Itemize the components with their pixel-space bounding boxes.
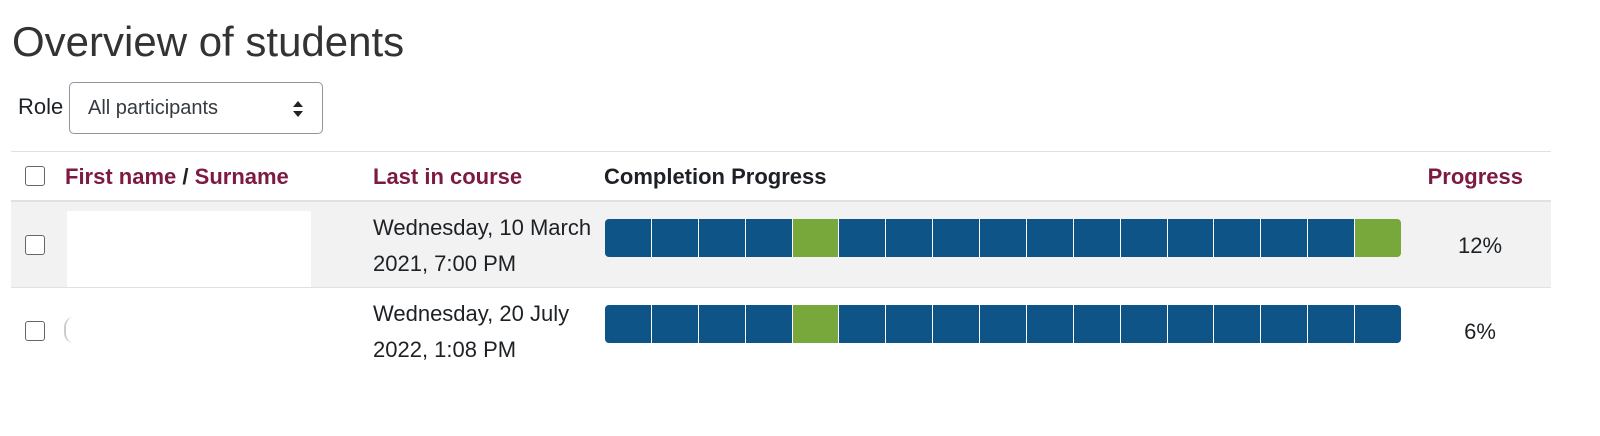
role-select-value: All participants: [88, 97, 219, 119]
redacted-avatar: [64, 317, 74, 343]
progress-block[interactable]: [605, 219, 652, 257]
sort-progress[interactable]: Progress: [1427, 164, 1523, 189]
last-in-course: 2022, 1:08 PM: [373, 337, 517, 362]
completion-bar: [605, 219, 1401, 257]
redacted-name: [67, 211, 311, 287]
row-checkbox[interactable]: [25, 321, 45, 341]
progress-block[interactable]: [886, 219, 934, 257]
progress-block[interactable]: [980, 219, 1027, 257]
sort-last-in-course[interactable]: Last in course: [373, 164, 523, 189]
progress-block[interactable]: [839, 219, 887, 257]
last-in-course: Wednesday, 20 July: [373, 301, 570, 326]
progress-block[interactable]: [886, 305, 934, 343]
progress-block[interactable]: [839, 305, 887, 343]
progress-block[interactable]: [1308, 305, 1355, 343]
progress-block[interactable]: [1355, 219, 1401, 257]
table-top-border: [11, 151, 1551, 152]
sort-surname[interactable]: Surname: [194, 164, 289, 189]
progress-block[interactable]: [745, 305, 793, 343]
progress-block[interactable]: [745, 219, 793, 257]
row-checkbox[interactable]: [25, 235, 45, 255]
progress-block[interactable]: [698, 305, 746, 343]
progress-block[interactable]: [1214, 219, 1262, 257]
header-border: [11, 200, 1551, 202]
progress-block[interactable]: [1120, 305, 1168, 343]
progress-block[interactable]: [605, 305, 652, 343]
progress-block[interactable]: [1214, 305, 1262, 343]
completion-bar: [605, 305, 1401, 343]
progress-block[interactable]: [651, 305, 699, 343]
role-label: Role: [18, 94, 64, 119]
sort-first-name[interactable]: First name: [65, 164, 177, 189]
progress-block[interactable]: [980, 305, 1027, 343]
separator: /: [182, 164, 189, 189]
role-select[interactable]: All participants: [69, 82, 323, 134]
progress-block[interactable]: [1261, 305, 1309, 343]
progress-block[interactable]: [698, 219, 746, 257]
select-arrows: [293, 101, 303, 117]
header-completion: Completion Progress: [604, 164, 827, 189]
row-border: [11, 287, 1551, 288]
last-in-course: Wednesday, 10 March: [373, 215, 592, 240]
progress-block[interactable]: [933, 219, 980, 257]
select-all-checkbox[interactable]: [25, 166, 45, 186]
page-title: Overview of students: [12, 18, 405, 65]
progress-percent: 6%: [1464, 319, 1496, 344]
progress-block[interactable]: [792, 219, 840, 257]
progress-block[interactable]: [792, 305, 840, 343]
progress-block[interactable]: [1073, 219, 1121, 257]
progress-block[interactable]: [1355, 305, 1401, 343]
progress-block[interactable]: [1026, 305, 1074, 343]
progress-block[interactable]: [1026, 219, 1074, 257]
header-name: First name / Surname: [65, 164, 289, 190]
progress-block[interactable]: [651, 219, 699, 257]
progress-block[interactable]: [1261, 219, 1309, 257]
progress-block[interactable]: [1308, 219, 1355, 257]
progress-block[interactable]: [1167, 219, 1215, 257]
progress-block[interactable]: [1120, 219, 1168, 257]
progress-block[interactable]: [933, 305, 980, 343]
progress-percent: 12%: [1457, 233, 1503, 258]
progress-block[interactable]: [1073, 305, 1121, 343]
last-in-course: 2021, 7:00 PM: [373, 251, 517, 276]
progress-block[interactable]: [1167, 305, 1215, 343]
